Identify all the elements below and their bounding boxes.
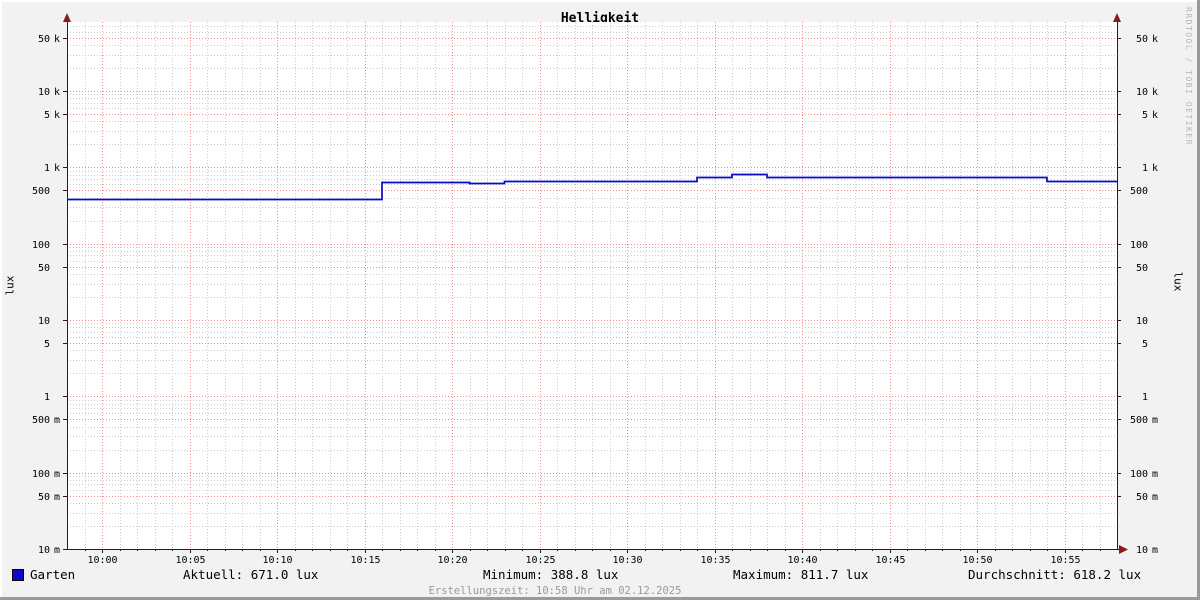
bevel-border-left: [0, 0, 2, 600]
svg-text:10:25: 10:25: [525, 555, 555, 566]
svg-text:10:55: 10:55: [1050, 555, 1080, 566]
svg-text:50: 50: [1136, 492, 1148, 503]
stat-maximum: Maximum: 811.7 lux: [733, 567, 869, 582]
svg-text:100: 100: [32, 469, 50, 480]
svg-text:k: k: [1152, 87, 1158, 98]
svg-text:5: 5: [44, 110, 50, 121]
svg-text:m: m: [1152, 469, 1158, 480]
svg-text:50: 50: [38, 492, 50, 503]
svg-text:k: k: [54, 34, 60, 45]
svg-text:5: 5: [1142, 110, 1148, 121]
svg-text:10:50: 10:50: [962, 555, 992, 566]
svg-text:10:20: 10:20: [437, 555, 467, 566]
svg-text:500: 500: [1130, 186, 1148, 197]
svg-text:10:45: 10:45: [875, 555, 905, 566]
svg-text:m: m: [1152, 492, 1158, 503]
svg-text:500: 500: [1130, 415, 1148, 426]
svg-text:100: 100: [1130, 240, 1148, 251]
svg-text:10: 10: [38, 545, 50, 556]
svg-text:10:30: 10:30: [612, 555, 642, 566]
svg-text:k: k: [1152, 163, 1158, 174]
svg-text:m: m: [54, 469, 60, 480]
svg-text:10: 10: [38, 87, 50, 98]
bevel-border-right: [1197, 0, 1200, 600]
svg-text:10: 10: [1136, 316, 1148, 327]
svg-text:m: m: [1152, 545, 1158, 556]
svg-text:m: m: [54, 492, 60, 503]
svg-text:10:10: 10:10: [262, 555, 292, 566]
svg-text:k: k: [54, 87, 60, 98]
svg-text:k: k: [54, 110, 60, 121]
svg-text:m: m: [1152, 415, 1158, 426]
svg-text:m: m: [54, 545, 60, 556]
creation-timestamp: Erstellungszeit: 10:58 Uhr am 02.12.2025: [428, 585, 682, 597]
svg-text:k: k: [54, 163, 60, 174]
svg-text:5: 5: [44, 339, 50, 350]
svg-text:10:15: 10:15: [350, 555, 380, 566]
svg-text:50: 50: [1136, 34, 1148, 45]
svg-text:10:05: 10:05: [175, 555, 205, 566]
svg-text:100: 100: [32, 240, 50, 251]
stat-minimum: Minimum: 388.8 lux: [483, 567, 619, 582]
svg-text:k: k: [1152, 34, 1158, 45]
legend-label-garten: Garten: [30, 567, 76, 582]
svg-text:50: 50: [38, 263, 50, 274]
svg-text:10:35: 10:35: [700, 555, 730, 566]
bevel-border-bottom: [0, 597, 1200, 600]
legend-stats-row: Garten Aktuell: 671.0 lux Minimum: 388.8…: [0, 567, 1200, 583]
bevel-border-top: [0, 0, 1200, 2]
svg-text:10: 10: [1136, 545, 1148, 556]
svg-text:10: 10: [1136, 87, 1148, 98]
svg-text:50: 50: [1136, 263, 1148, 274]
stat-average: Durchschnitt: 618.2 lux: [968, 567, 1142, 582]
svg-text:5: 5: [1142, 339, 1148, 350]
svg-text:10:00: 10:00: [87, 555, 117, 566]
svg-text:1: 1: [44, 163, 50, 174]
svg-text:m: m: [54, 415, 60, 426]
rrdtool-watermark: RRDTOOL / TOBI OETIKER: [1184, 7, 1193, 146]
svg-text:1: 1: [44, 392, 50, 403]
svg-text:100: 100: [1130, 469, 1148, 480]
svg-text:10: 10: [38, 316, 50, 327]
svg-text:1: 1: [1142, 163, 1148, 174]
svg-text:50: 50: [38, 34, 50, 45]
svg-text:10:40: 10:40: [787, 555, 817, 566]
svg-text:500: 500: [32, 415, 50, 426]
legend-swatch-garten: [12, 569, 24, 581]
svg-text:1: 1: [1142, 392, 1148, 403]
stat-current: Aktuell: 671.0 lux: [183, 567, 319, 582]
svg-text:500: 500: [32, 186, 50, 197]
svg-text:k: k: [1152, 110, 1158, 121]
